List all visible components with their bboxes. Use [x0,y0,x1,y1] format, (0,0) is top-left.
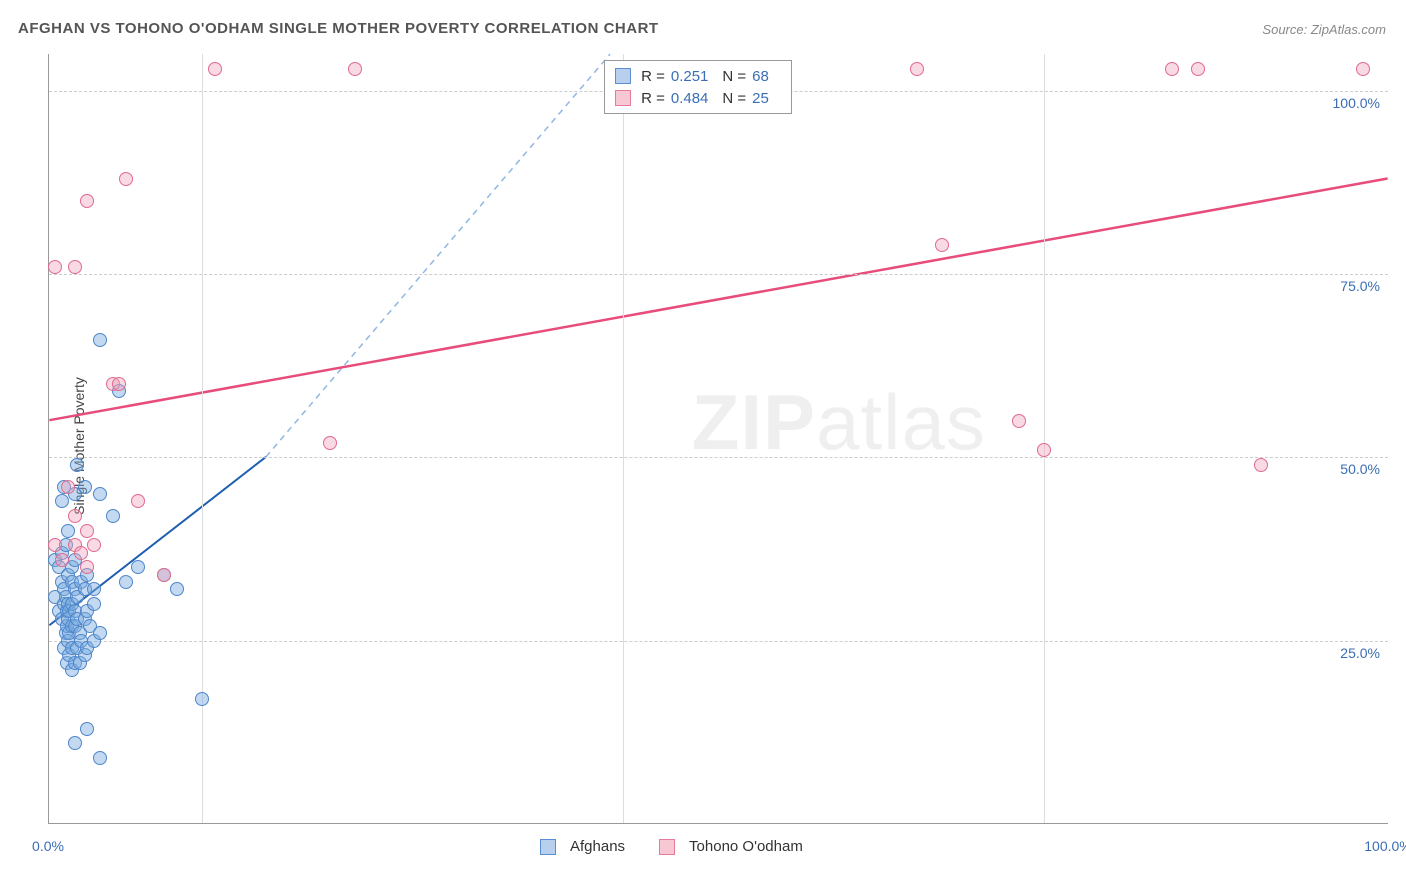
chart-title: AFGHAN VS TOHONO O'ODHAM SINGLE MOTHER P… [18,20,659,37]
n-value: 25 [752,90,769,107]
scatter-point [910,62,924,76]
scatter-point [93,626,107,640]
watermark-atlas: atlas [816,378,986,466]
scatter-point [74,546,88,560]
scatter-point [1254,458,1268,472]
scatter-point [170,582,184,596]
trend-lines-layer [49,54,1388,823]
r-value: 0.484 [671,90,709,107]
r-label: R = [641,68,665,85]
scatter-point [112,377,126,391]
gridline-h [49,274,1388,275]
watermark: ZIPatlas [692,377,986,468]
scatter-point [935,238,949,252]
chart-container: AFGHAN VS TOHONO O'ODHAM SINGLE MOTHER P… [0,0,1406,892]
scatter-point [48,538,62,552]
legend-stats-row: R = 0.484 N = 25 [615,87,781,109]
legend-swatch [540,839,556,855]
scatter-point [55,553,69,567]
y-tick-label: 75.0% [1340,278,1380,294]
trend-line [49,179,1387,421]
scatter-point [1191,62,1205,76]
scatter-point [87,582,101,596]
scatter-point [80,194,94,208]
y-tick-label: 50.0% [1340,461,1380,477]
scatter-point [93,487,107,501]
scatter-point [68,260,82,274]
legend-stats-box: R = 0.251 N = 68 R = 0.484 N = 25 [604,60,792,114]
scatter-point [87,538,101,552]
scatter-point [323,436,337,450]
gridline-v [202,54,203,823]
gridline-h [49,641,1388,642]
scatter-point [48,260,62,274]
scatter-point [1356,62,1370,76]
scatter-point [87,597,101,611]
scatter-point [1165,62,1179,76]
plot-area: ZIPatlas 25.0% 50.0% 75.0% 100.0% [48,54,1388,824]
scatter-point [208,62,222,76]
legend-stats-row: R = 0.251 N = 68 [615,65,781,87]
x-tick-label: 0.0% [32,838,64,854]
n-label: N = [722,90,746,107]
n-label: N = [722,68,746,85]
x-tick-label: 100.0% [1364,838,1406,854]
y-tick-label: 25.0% [1340,645,1380,661]
y-tick-label: 100.0% [1333,95,1380,111]
scatter-point [119,172,133,186]
source-label: Source: [1262,22,1307,37]
scatter-point [80,524,94,538]
scatter-point [1012,414,1026,428]
scatter-point [70,458,84,472]
source-attribution: Source: ZipAtlas.com [1262,22,1386,37]
scatter-point [68,736,82,750]
gridline-v [623,54,624,823]
scatter-point [157,568,171,582]
scatter-point [68,509,82,523]
legend-label: Tohono O'odham [689,838,803,855]
scatter-point [195,692,209,706]
scatter-point [131,560,145,574]
r-label: R = [641,90,665,107]
scatter-point [93,333,107,347]
scatter-point [1037,443,1051,457]
source-value: ZipAtlas.com [1311,22,1386,37]
watermark-zip: ZIP [692,378,816,466]
trend-line-extension [266,54,610,457]
scatter-point [61,524,75,538]
gridline-v [1044,54,1045,823]
r-value: 0.251 [671,68,709,85]
scatter-point [80,722,94,736]
legend-swatch [615,90,631,106]
scatter-point [119,575,133,589]
legend-label: Afghans [570,838,625,855]
legend-swatch [615,68,631,84]
scatter-point [55,494,69,508]
n-value: 68 [752,68,769,85]
scatter-point [78,480,92,494]
gridline-h [49,457,1388,458]
legend-swatch [659,839,675,855]
scatter-point [106,509,120,523]
scatter-point [80,560,94,574]
scatter-point [61,480,75,494]
scatter-point [131,494,145,508]
scatter-point [348,62,362,76]
scatter-point [93,751,107,765]
bottom-legend: Afghans Tohono O'odham [540,838,827,855]
